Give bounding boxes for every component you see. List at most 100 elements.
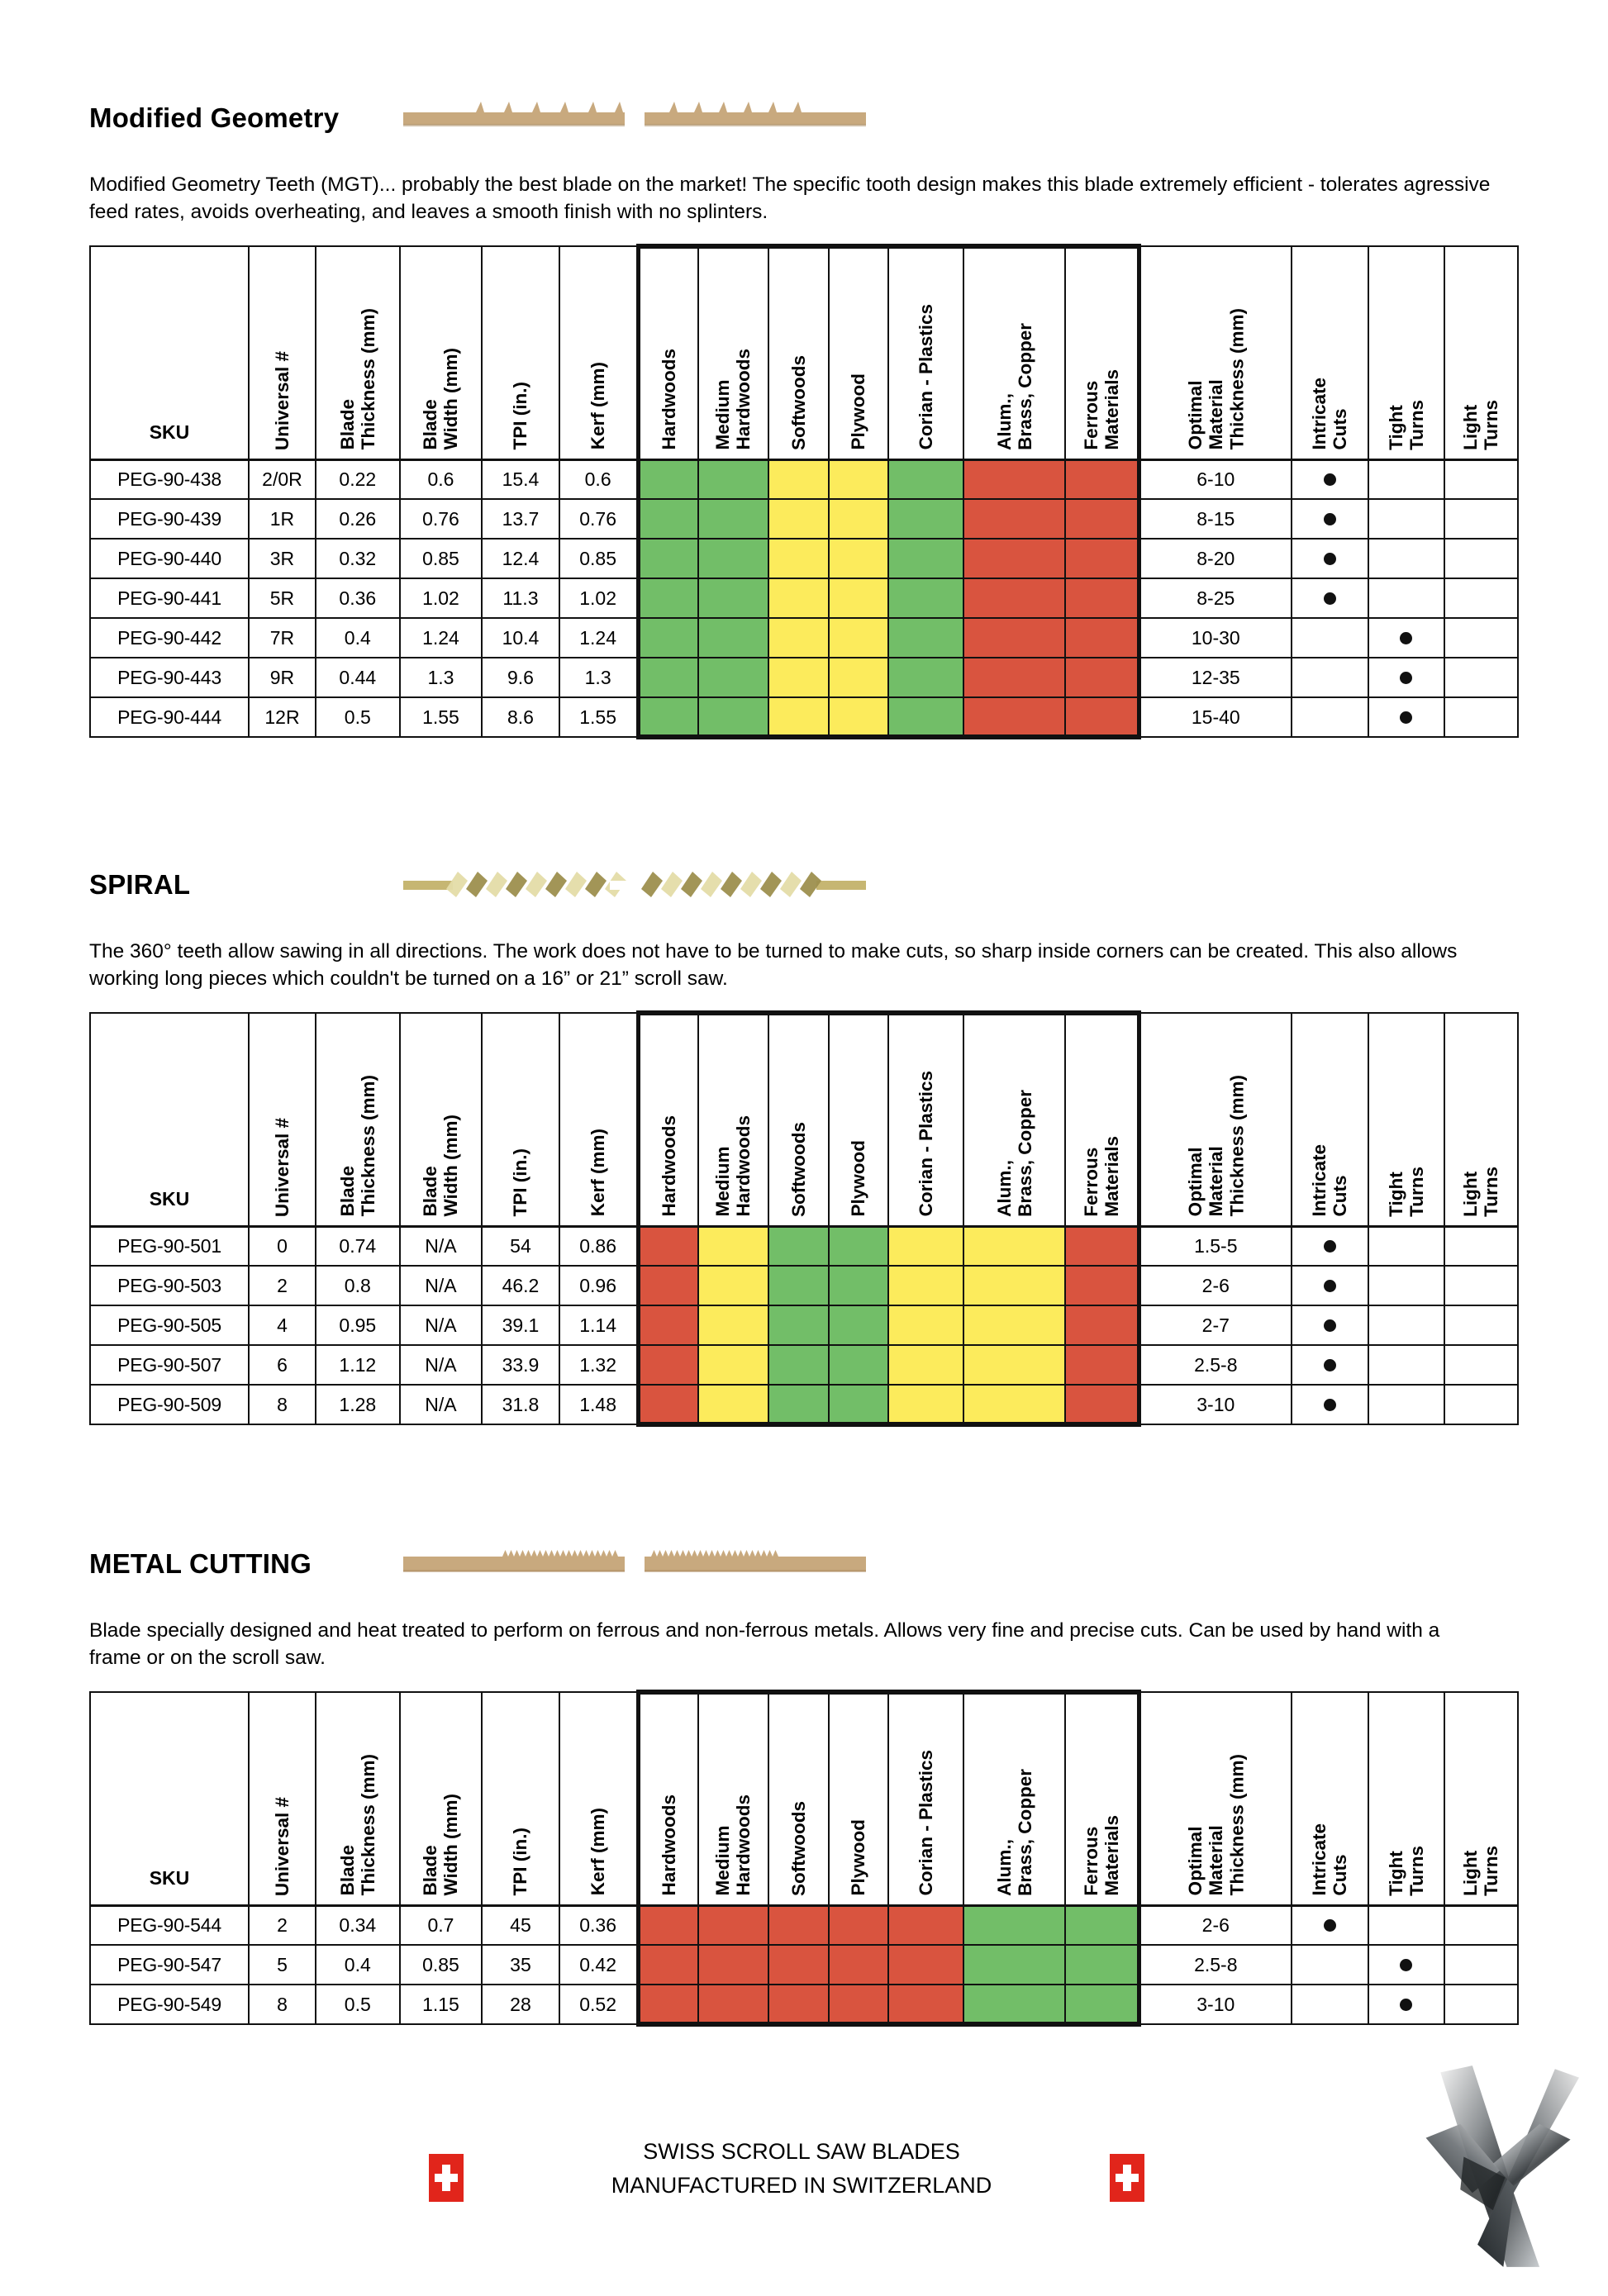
cell-material-medium-hardwoods (697, 1384, 769, 1428)
cell-sku: PEG-90-443 (89, 657, 250, 699)
cell-tpi: 28 (481, 1984, 560, 2026)
column-header-label: Optimal Material Thickness (mm) (1184, 1754, 1247, 1896)
column-header-label: Intricate Cuts (1309, 1144, 1351, 1217)
column-header-label: Tight Turns (1385, 399, 1427, 450)
cell-blade-width: 1.24 (398, 617, 483, 659)
cell-optimal-thickness: 2-6 (1138, 1265, 1292, 1307)
cell-intricate-cuts (1290, 1944, 1370, 1986)
cell-blade-width: 1.3 (398, 657, 483, 699)
table-row: PEG-90-438 2/0R 0.22 0.6 15.4 0.6 6-10 (89, 459, 1520, 501)
section-header: METAL CUTTING (89, 1538, 1519, 1590)
cell-sku: PEG-90-544 (89, 1904, 250, 1947)
column-header-label: Ferrous Materials (1080, 1815, 1122, 1896)
cell-material-hardwoods (635, 657, 699, 699)
column-header-medium-hardwoods: Medium Hardwoods (697, 1690, 769, 1907)
column-header-corian-plastics: Corian - Plastics (887, 1010, 965, 1228)
cell-material-ferrous-materials (1063, 1384, 1141, 1428)
cell-optimal-thickness: 2.5-8 (1138, 1344, 1292, 1386)
column-header-light-turns: Light Turns (1443, 245, 1520, 461)
column-header-hardwoods: Hardwoods (635, 1010, 699, 1228)
cell-optimal-thickness: 2.5-8 (1138, 1944, 1292, 1986)
cell-material-corian-plastics (887, 459, 965, 501)
cell-blade-width: 0.6 (398, 459, 483, 501)
column-header-ferrous-materials: Ferrous Materials (1063, 1010, 1141, 1228)
cell-intricate-cuts (1290, 498, 1370, 540)
cell-material-alum-brass-copper (963, 1265, 1066, 1307)
cell-material-medium-hardwoods (697, 617, 769, 659)
cell-kerf: 0.6 (558, 459, 640, 501)
cell-material-softwoods (767, 1225, 830, 1267)
column-header-label: Plywood (848, 1140, 869, 1217)
cell-material-alum-brass-copper (963, 1984, 1066, 2027)
cell-material-hardwoods (635, 1344, 699, 1386)
cell-material-ferrous-materials (1063, 1225, 1141, 1267)
cell-material-medium-hardwoods (697, 1225, 769, 1267)
column-header-label: TPI (in.) (510, 1148, 531, 1217)
column-header-sku: SKU (89, 1691, 250, 1907)
column-header-tight-turns: Tight Turns (1368, 1691, 1445, 1907)
column-header-blade-thickness-mm: Blade Thickness (mm) (314, 1691, 401, 1907)
cell-tpi: 31.8 (481, 1384, 560, 1426)
column-header-label: Blade Thickness (mm) (336, 1754, 378, 1896)
cell-kerf: 0.86 (558, 1225, 640, 1267)
column-header-light-turns: Light Turns (1443, 1012, 1520, 1228)
column-header-label: Ferrous Materials (1080, 369, 1122, 450)
blade-spiral (403, 872, 866, 897)
dot-marker-icon (1324, 473, 1337, 486)
column-header-label: Universal # (271, 1117, 293, 1217)
cell-material-ferrous-materials (1063, 498, 1141, 540)
cell-universal-number: 8 (248, 1984, 316, 2026)
cell-material-hardwoods (635, 578, 699, 620)
cell-sku: PEG-90-440 (89, 538, 250, 580)
cell-kerf: 1.48 (558, 1384, 640, 1426)
cell-kerf: 0.36 (558, 1904, 640, 1947)
column-header-label: Intricate Cuts (1309, 1823, 1351, 1896)
cell-material-hardwoods (635, 498, 699, 540)
cell-tight-turns (1368, 617, 1445, 659)
cell-sku: PEG-90-442 (89, 617, 250, 659)
column-header-sku: SKU (89, 245, 250, 461)
cell-tight-turns (1368, 696, 1445, 739)
column-header-intricate-cuts: Intricate Cuts (1290, 245, 1370, 461)
cell-blade-width: N/A (398, 1384, 483, 1426)
column-header-tpi-in: TPI (in.) (481, 245, 560, 461)
column-header-alum-brass-copper: Alum., Brass, Copper (963, 244, 1066, 461)
cell-universal-number: 2/0R (248, 459, 316, 501)
section-title: METAL CUTTING (89, 1548, 312, 1579)
blade-illustration (403, 1545, 882, 1583)
cell-universal-number: 12R (248, 696, 316, 739)
cell-intricate-cuts (1290, 617, 1370, 659)
table-row: PEG-90-439 1R 0.26 0.76 13.7 0.76 8-15 (89, 498, 1520, 540)
column-header-label: Tight Turns (1385, 1845, 1427, 1896)
dot-marker-icon (1400, 1998, 1413, 2011)
cell-kerf: 1.32 (558, 1344, 640, 1386)
column-header-alum-brass-copper: Alum., Brass, Copper (963, 1690, 1066, 1907)
blade-illustration (403, 99, 882, 137)
column-header-optimal-material-thickness-mm: Optimal Material Thickness (mm) (1138, 245, 1292, 461)
cell-material-alum-brass-copper (963, 1384, 1066, 1428)
cell-blade-width: N/A (398, 1265, 483, 1307)
cell-light-turns (1443, 578, 1520, 620)
dot-marker-icon (1324, 1279, 1337, 1292)
cell-blade-width: 0.76 (398, 498, 483, 540)
cross-horizontal (435, 2174, 458, 2182)
column-header-ferrous-materials: Ferrous Materials (1063, 244, 1141, 461)
cell-material-plywood (827, 1265, 890, 1307)
column-header-universal: Universal # (248, 1691, 316, 1907)
cell-optimal-thickness: 15-40 (1138, 696, 1292, 739)
cell-material-softwoods (767, 617, 830, 659)
dot-marker-icon (1324, 1319, 1337, 1332)
cell-blade-thickness: 0.8 (314, 1265, 401, 1307)
cell-material-hardwoods (635, 1984, 699, 2027)
cell-material-hardwoods (635, 617, 699, 659)
cell-material-plywood (827, 459, 890, 501)
table-row: PEG-90-441 5R 0.36 1.02 11.3 1.02 8-25 (89, 578, 1520, 620)
column-header-blade-width-mm: Blade Width (mm) (398, 245, 483, 461)
column-header-label: Medium Hardwoods (712, 1115, 754, 1217)
cell-intricate-cuts (1290, 657, 1370, 699)
cell-light-turns (1443, 459, 1520, 501)
cell-material-medium-hardwoods (697, 538, 769, 580)
cell-material-hardwoods (635, 538, 699, 580)
cell-sku: PEG-90-441 (89, 578, 250, 620)
page-footer: SWISS SCROLL SAW BLADES MANUFACTURED IN … (0, 2065, 1608, 2296)
